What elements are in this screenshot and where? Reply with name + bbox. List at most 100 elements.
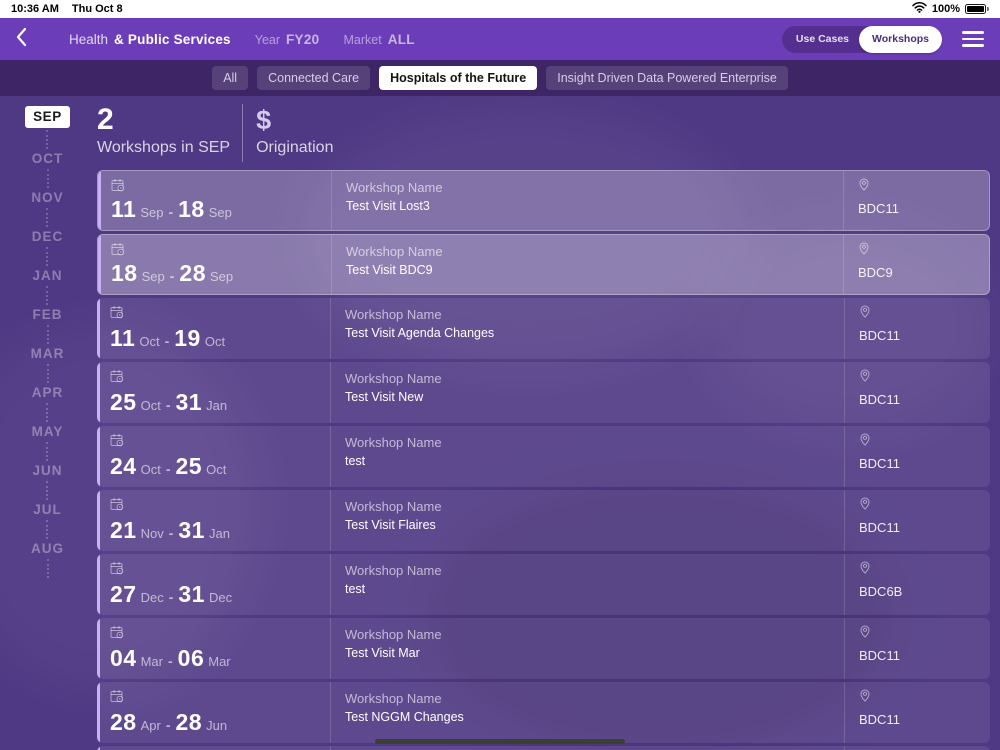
card-date-section: 21 Nov - 31 Jan xyxy=(97,490,330,551)
location-pin-icon xyxy=(859,305,990,323)
card-date-section: 04 Mar - 06 Mar xyxy=(97,618,330,679)
filter-tab[interactable]: All xyxy=(212,66,249,90)
bdc-code: BDC11 xyxy=(859,392,900,407)
workshop-card[interactable]: 25 Oct - 31 Jan Workshop Name Test Visit… xyxy=(97,362,990,423)
location-pin-icon xyxy=(859,433,990,451)
card-name-section: Workshop Name Test Visit Lost3 xyxy=(331,171,844,230)
date-separator: - xyxy=(168,204,174,220)
workshop-card-partial[interactable] xyxy=(97,746,990,750)
workshop-name-value: Test Visit Flaires xyxy=(345,518,436,532)
workshop-name-value: test xyxy=(345,454,366,468)
end-day: 25 xyxy=(175,453,203,479)
workshop-name-label: Workshop Name xyxy=(345,627,442,642)
month-label: NOV xyxy=(31,190,64,205)
bdc-code: BDC11 xyxy=(859,648,900,663)
date-separator: - xyxy=(165,461,171,477)
home-indicator[interactable] xyxy=(375,739,625,744)
calendar-icon xyxy=(110,561,124,580)
month-label: JUL xyxy=(33,502,62,517)
market-selector[interactable]: Market ALL xyxy=(343,32,414,47)
year-label: Year xyxy=(254,32,281,47)
start-day: 18 xyxy=(111,260,138,286)
month-rail-item[interactable]: JUN xyxy=(32,463,62,502)
workshop-name-value: Test Visit New xyxy=(345,390,424,404)
end-day: 18 xyxy=(178,196,205,222)
month-rail-item[interactable]: MAY xyxy=(32,424,64,463)
filter-tab[interactable]: Hospitals of the Future xyxy=(379,66,538,90)
workshop-card[interactable]: 04 Mar - 06 Mar Workshop Name Test Visit… xyxy=(97,618,990,679)
month-rail-item[interactable]: MAR xyxy=(31,346,65,385)
card-date-section: 11 Sep - 18 Sep xyxy=(98,171,331,230)
calendar-icon xyxy=(110,625,124,644)
date-separator: - xyxy=(168,589,174,605)
end-month: Jun xyxy=(206,718,228,733)
toggle-use-cases[interactable]: Use Cases xyxy=(795,33,850,45)
menu-icon[interactable] xyxy=(962,28,984,50)
card-date-section: 28 Apr - 28 Jun xyxy=(97,682,330,743)
workshop-card[interactable]: 18 Sep - 28 Sep Workshop Name Test Visit… xyxy=(97,234,990,295)
card-bdc-section xyxy=(845,746,990,750)
start-month: Mar xyxy=(140,654,163,669)
month-rail-item[interactable]: FEB xyxy=(33,307,63,346)
filter-tab[interactable]: Insight Driven Data Powered Enterprise xyxy=(546,66,788,90)
calendar-icon xyxy=(110,369,124,388)
card-date-section: 24 Oct - 25 Oct xyxy=(97,426,330,487)
toggle-workshops[interactable]: Workshops xyxy=(859,25,942,53)
card-bdc-section: BDC11 xyxy=(845,298,990,359)
battery-percent: 100% xyxy=(931,3,960,15)
date-range: 21 Nov - 31 Jan xyxy=(110,517,230,544)
month-rail-item[interactable]: AUG xyxy=(31,541,64,580)
month-rail: SEP OCT NOV DEC JAN xyxy=(0,106,95,580)
workshop-card[interactable]: 21 Nov - 31 Jan Workshop Name Test Visit… xyxy=(97,490,990,551)
card-name-section: Workshop Name Test Visit New xyxy=(330,362,845,423)
month-rail-item[interactable]: JAN xyxy=(32,268,62,307)
end-month: Oct xyxy=(206,462,227,477)
date-separator: - xyxy=(165,717,171,733)
end-month: Sep xyxy=(210,269,234,284)
month-connector-dots xyxy=(46,403,49,422)
month-rail-item[interactable]: JUL xyxy=(33,502,62,541)
bdc-code: BDC11 xyxy=(859,712,900,727)
start-day: 21 xyxy=(110,517,137,543)
workshop-name-value: Test Visit Agenda Changes xyxy=(345,326,495,340)
workshop-list: 11 Sep - 18 Sep Workshop Name Test Visit… xyxy=(97,170,990,743)
card-accent-bar xyxy=(97,362,100,423)
date-separator: - xyxy=(169,268,175,284)
month-label: OCT xyxy=(31,151,64,166)
month-rail-item[interactable]: NOV xyxy=(31,190,63,229)
end-month: Oct xyxy=(204,334,226,349)
start-month: Oct xyxy=(140,398,161,413)
month-label: JUN xyxy=(32,463,63,478)
workshop-card[interactable]: 11 Oct - 19 Oct Workshop Name Test Visit… xyxy=(97,298,990,359)
card-name-section xyxy=(330,746,845,750)
workshop-card[interactable]: 27 Dec - 31 Dec Workshop Name test xyxy=(97,554,990,615)
month-rail-item[interactable]: SEP xyxy=(25,106,70,151)
month-label: SEP xyxy=(25,106,70,128)
origination-block: $ Origination xyxy=(242,104,333,162)
month-label: FEB xyxy=(32,307,63,322)
calendar-icon xyxy=(110,689,124,708)
month-rail-item[interactable]: DEC xyxy=(32,229,64,268)
view-toggle: Use Cases Workshops xyxy=(781,25,942,53)
end-month: Jan xyxy=(208,526,230,541)
month-connector-dots xyxy=(46,520,49,539)
date-separator: - xyxy=(168,525,174,541)
card-name-section: Workshop Name Test Visit Flaires xyxy=(330,490,845,551)
month-rail-item[interactable]: OCT xyxy=(32,151,64,190)
workshop-name-label: Workshop Name xyxy=(345,499,442,514)
card-accent-bar xyxy=(97,426,100,487)
workshop-card[interactable]: 24 Oct - 25 Oct Workshop Name test xyxy=(97,426,990,487)
bdc-code: BDC11 xyxy=(858,201,899,216)
back-button[interactable] xyxy=(16,27,27,52)
workshop-card[interactable]: 11 Sep - 18 Sep Workshop Name Test Visit… xyxy=(97,170,990,231)
year-selector[interactable]: Year FY20 xyxy=(255,32,320,47)
month-rail-item[interactable]: APR xyxy=(32,385,64,424)
status-time-date: 10:36 AM Thu Oct 8 xyxy=(11,3,123,15)
month-connector-dots xyxy=(46,208,49,227)
workshop-card[interactable]: 28 Apr - 28 Jun Workshop Name Test NGGM … xyxy=(97,682,990,743)
clock-time: 10:36 AM xyxy=(11,3,59,15)
start-month: Oct xyxy=(139,334,160,349)
breadcrumb: Health & Public Services xyxy=(69,32,231,47)
date-range: 27 Dec - 31 Dec xyxy=(110,581,232,608)
filter-tab[interactable]: Connected Care xyxy=(257,66,371,90)
